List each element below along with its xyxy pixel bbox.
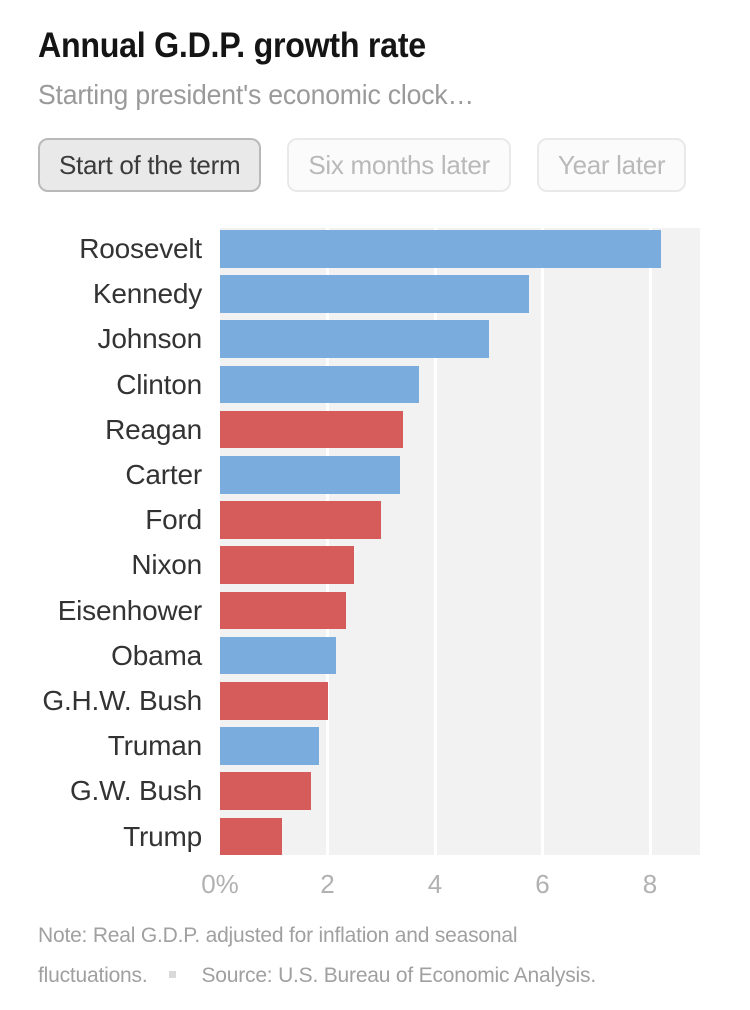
bar-label: Eisenhower — [57, 594, 203, 626]
tab-six-months-later[interactable]: Six months later — [287, 138, 511, 192]
bar-g-h-w-bush — [220, 682, 328, 720]
gridline — [433, 228, 437, 855]
bar-label: Truman — [107, 730, 202, 762]
chart-subtitle: Starting president's economic clock… — [38, 79, 474, 110]
bar-label: G.H.W. Bush — [42, 685, 202, 716]
bar-label: Nixon — [131, 549, 202, 581]
bar-g-w-bush — [220, 772, 312, 810]
view-toggle-group: Start of the term Six months later Year … — [38, 138, 687, 192]
bar-clinton — [220, 365, 419, 404]
note-line-2: fluctuations. — [38, 964, 148, 987]
tab-year-later[interactable]: Year later — [536, 138, 687, 192]
bar-ford — [220, 501, 382, 539]
bar-truman — [220, 727, 320, 765]
x-tick-label: 4 — [427, 869, 443, 899]
chart-panel — [220, 228, 700, 856]
bar-eisenhower — [220, 591, 347, 630]
bar-label: Johnson — [97, 323, 203, 355]
bar-johnson — [220, 320, 489, 358]
bar-trump — [220, 817, 282, 856]
x-tick-label: 6 — [535, 869, 550, 899]
bar-kennedy — [220, 275, 530, 313]
bar-chart: Roosevelt Kennedy Johnson Clinton Reagan Cart… — [0, 228, 750, 928]
footnote: Note: Real G.D.P. adjusted for inflation… — [38, 916, 698, 996]
x-tick-label: 0% — [201, 869, 239, 899]
bar-nixon — [220, 546, 355, 584]
bar-label: Obama — [111, 639, 202, 671]
bar-label: Clinton — [116, 368, 202, 400]
x-tick-label: 8 — [642, 869, 658, 899]
note-line-1: Note: Real G.D.P. adjusted for inflation… — [38, 924, 518, 947]
bar-label: G.W. Bush — [69, 775, 202, 807]
chart-title: Annual G.D.P. growth rate — [38, 26, 426, 65]
bar-label: Ford — [145, 504, 202, 536]
x-tick-label: 2 — [320, 869, 335, 899]
source-text: Source: U.S. Bureau of Economic Analysis… — [201, 964, 596, 987]
tab-start-of-term[interactable]: Start of the term — [38, 138, 262, 192]
gridline — [326, 228, 329, 855]
bar-label: Trump — [123, 820, 202, 852]
bar-label: Kennedy — [92, 278, 202, 310]
bar-label: Roosevelt — [79, 233, 202, 264]
gridline — [541, 228, 544, 855]
square-bullet-icon — [169, 970, 177, 978]
bar-label: Carter — [125, 459, 202, 490]
bar-reagan — [220, 410, 403, 449]
gridline — [648, 228, 652, 855]
bar-carter — [220, 456, 401, 494]
bar-label: Reagan — [105, 413, 202, 445]
bar-roosevelt — [220, 230, 661, 268]
bar-obama — [220, 636, 336, 675]
